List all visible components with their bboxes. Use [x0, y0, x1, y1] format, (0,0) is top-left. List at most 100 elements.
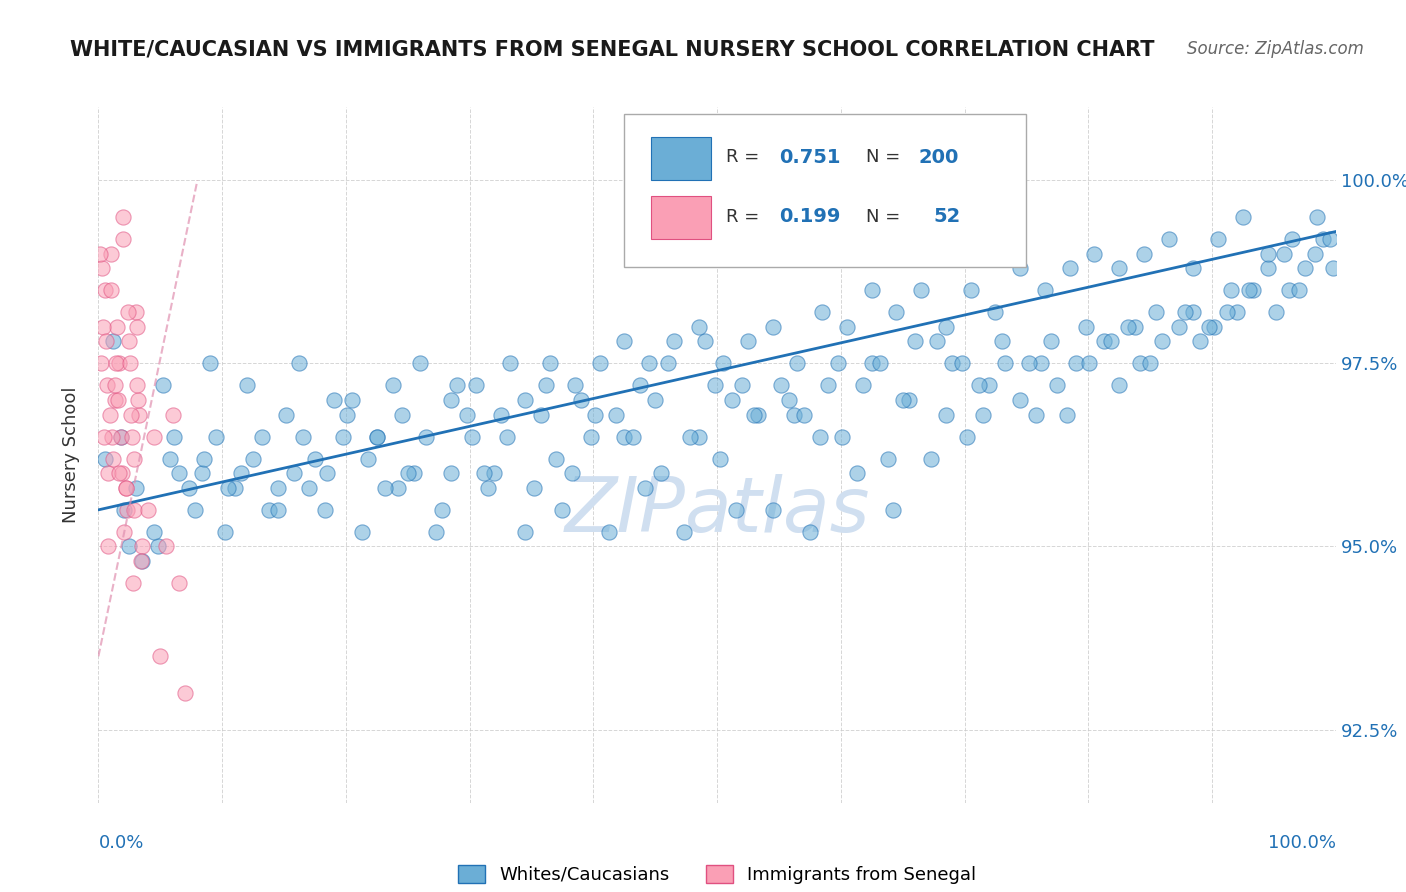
Point	[1129, 356, 1152, 370]
Point	[1123, 319, 1146, 334]
Point	[1025, 408, 1047, 422]
Point	[1257, 261, 1279, 276]
Point	[1216, 305, 1239, 319]
Point	[530, 408, 553, 422]
Point	[461, 429, 484, 443]
Point	[852, 378, 875, 392]
Point	[876, 451, 898, 466]
Point	[1278, 283, 1301, 297]
Point	[167, 467, 190, 481]
Text: 52: 52	[934, 208, 960, 227]
Point	[994, 356, 1017, 370]
Point	[1182, 305, 1205, 319]
Point	[143, 429, 166, 443]
Point	[366, 429, 388, 443]
Point	[122, 451, 145, 466]
Point	[941, 356, 963, 370]
Point	[1033, 283, 1056, 297]
Point	[927, 334, 949, 349]
Point	[316, 467, 339, 481]
Point	[100, 246, 122, 260]
Point	[242, 451, 264, 466]
Point	[127, 319, 149, 334]
Point	[110, 429, 132, 443]
Point	[621, 429, 644, 443]
Text: Source: ZipAtlas.com: Source: ZipAtlas.com	[1187, 40, 1364, 58]
Point	[152, 378, 174, 392]
Point	[93, 451, 115, 466]
Point	[103, 334, 125, 349]
Point	[114, 481, 136, 495]
Point	[267, 481, 290, 495]
Point	[94, 334, 117, 349]
Point	[817, 378, 839, 392]
Point	[155, 540, 177, 554]
FancyBboxPatch shape	[624, 114, 1026, 267]
Point	[104, 356, 127, 370]
Point	[108, 467, 131, 481]
Point	[125, 378, 148, 392]
Text: WHITE/CAUCASIAN VS IMMIGRANTS FROM SENEGAL NURSERY SCHOOL CORRELATION CHART: WHITE/CAUCASIAN VS IMMIGRANTS FROM SENEG…	[70, 39, 1154, 59]
Point	[990, 334, 1012, 349]
Point	[737, 334, 759, 349]
Point	[1303, 246, 1326, 260]
Point	[835, 319, 858, 334]
Point	[322, 392, 344, 407]
Point	[115, 503, 138, 517]
Point	[1157, 232, 1180, 246]
Point	[105, 319, 128, 334]
Point	[644, 392, 666, 407]
Point	[111, 467, 134, 481]
Point	[464, 378, 486, 392]
Point	[267, 503, 290, 517]
Point	[128, 408, 150, 422]
Point	[1206, 232, 1229, 246]
Point	[163, 429, 186, 443]
Point	[799, 524, 821, 539]
Point	[1108, 378, 1130, 392]
Point	[1064, 356, 1087, 370]
Point	[340, 392, 363, 407]
Point	[515, 524, 537, 539]
Point	[162, 408, 184, 422]
Point	[136, 503, 159, 517]
Point	[224, 481, 246, 495]
Point	[112, 210, 135, 224]
Point	[198, 356, 221, 370]
Point	[860, 356, 883, 370]
Point	[1099, 334, 1122, 349]
Point	[1319, 232, 1341, 246]
Point	[415, 429, 437, 443]
Point	[886, 305, 908, 319]
Point	[811, 305, 834, 319]
Point	[831, 429, 853, 443]
Point	[177, 481, 200, 495]
Point	[1294, 261, 1316, 276]
Point	[298, 481, 321, 495]
Point	[477, 481, 499, 495]
Point	[387, 481, 409, 495]
Point	[110, 429, 132, 443]
Point	[1116, 319, 1139, 334]
Point	[613, 334, 636, 349]
Point	[882, 503, 904, 517]
Point	[638, 356, 661, 370]
Point	[1204, 319, 1226, 334]
Point	[101, 429, 124, 443]
Point	[605, 408, 627, 422]
Point	[808, 429, 831, 443]
Point	[1010, 261, 1032, 276]
Point	[131, 554, 153, 568]
Point	[662, 334, 685, 349]
Point	[288, 356, 311, 370]
Point	[1167, 319, 1189, 334]
Point	[770, 378, 793, 392]
Point	[721, 392, 744, 407]
Point	[1288, 283, 1310, 297]
Point	[350, 524, 373, 539]
Point	[860, 283, 883, 297]
Point	[950, 356, 973, 370]
Point	[731, 378, 754, 392]
Point	[598, 524, 620, 539]
Point	[1237, 283, 1260, 297]
